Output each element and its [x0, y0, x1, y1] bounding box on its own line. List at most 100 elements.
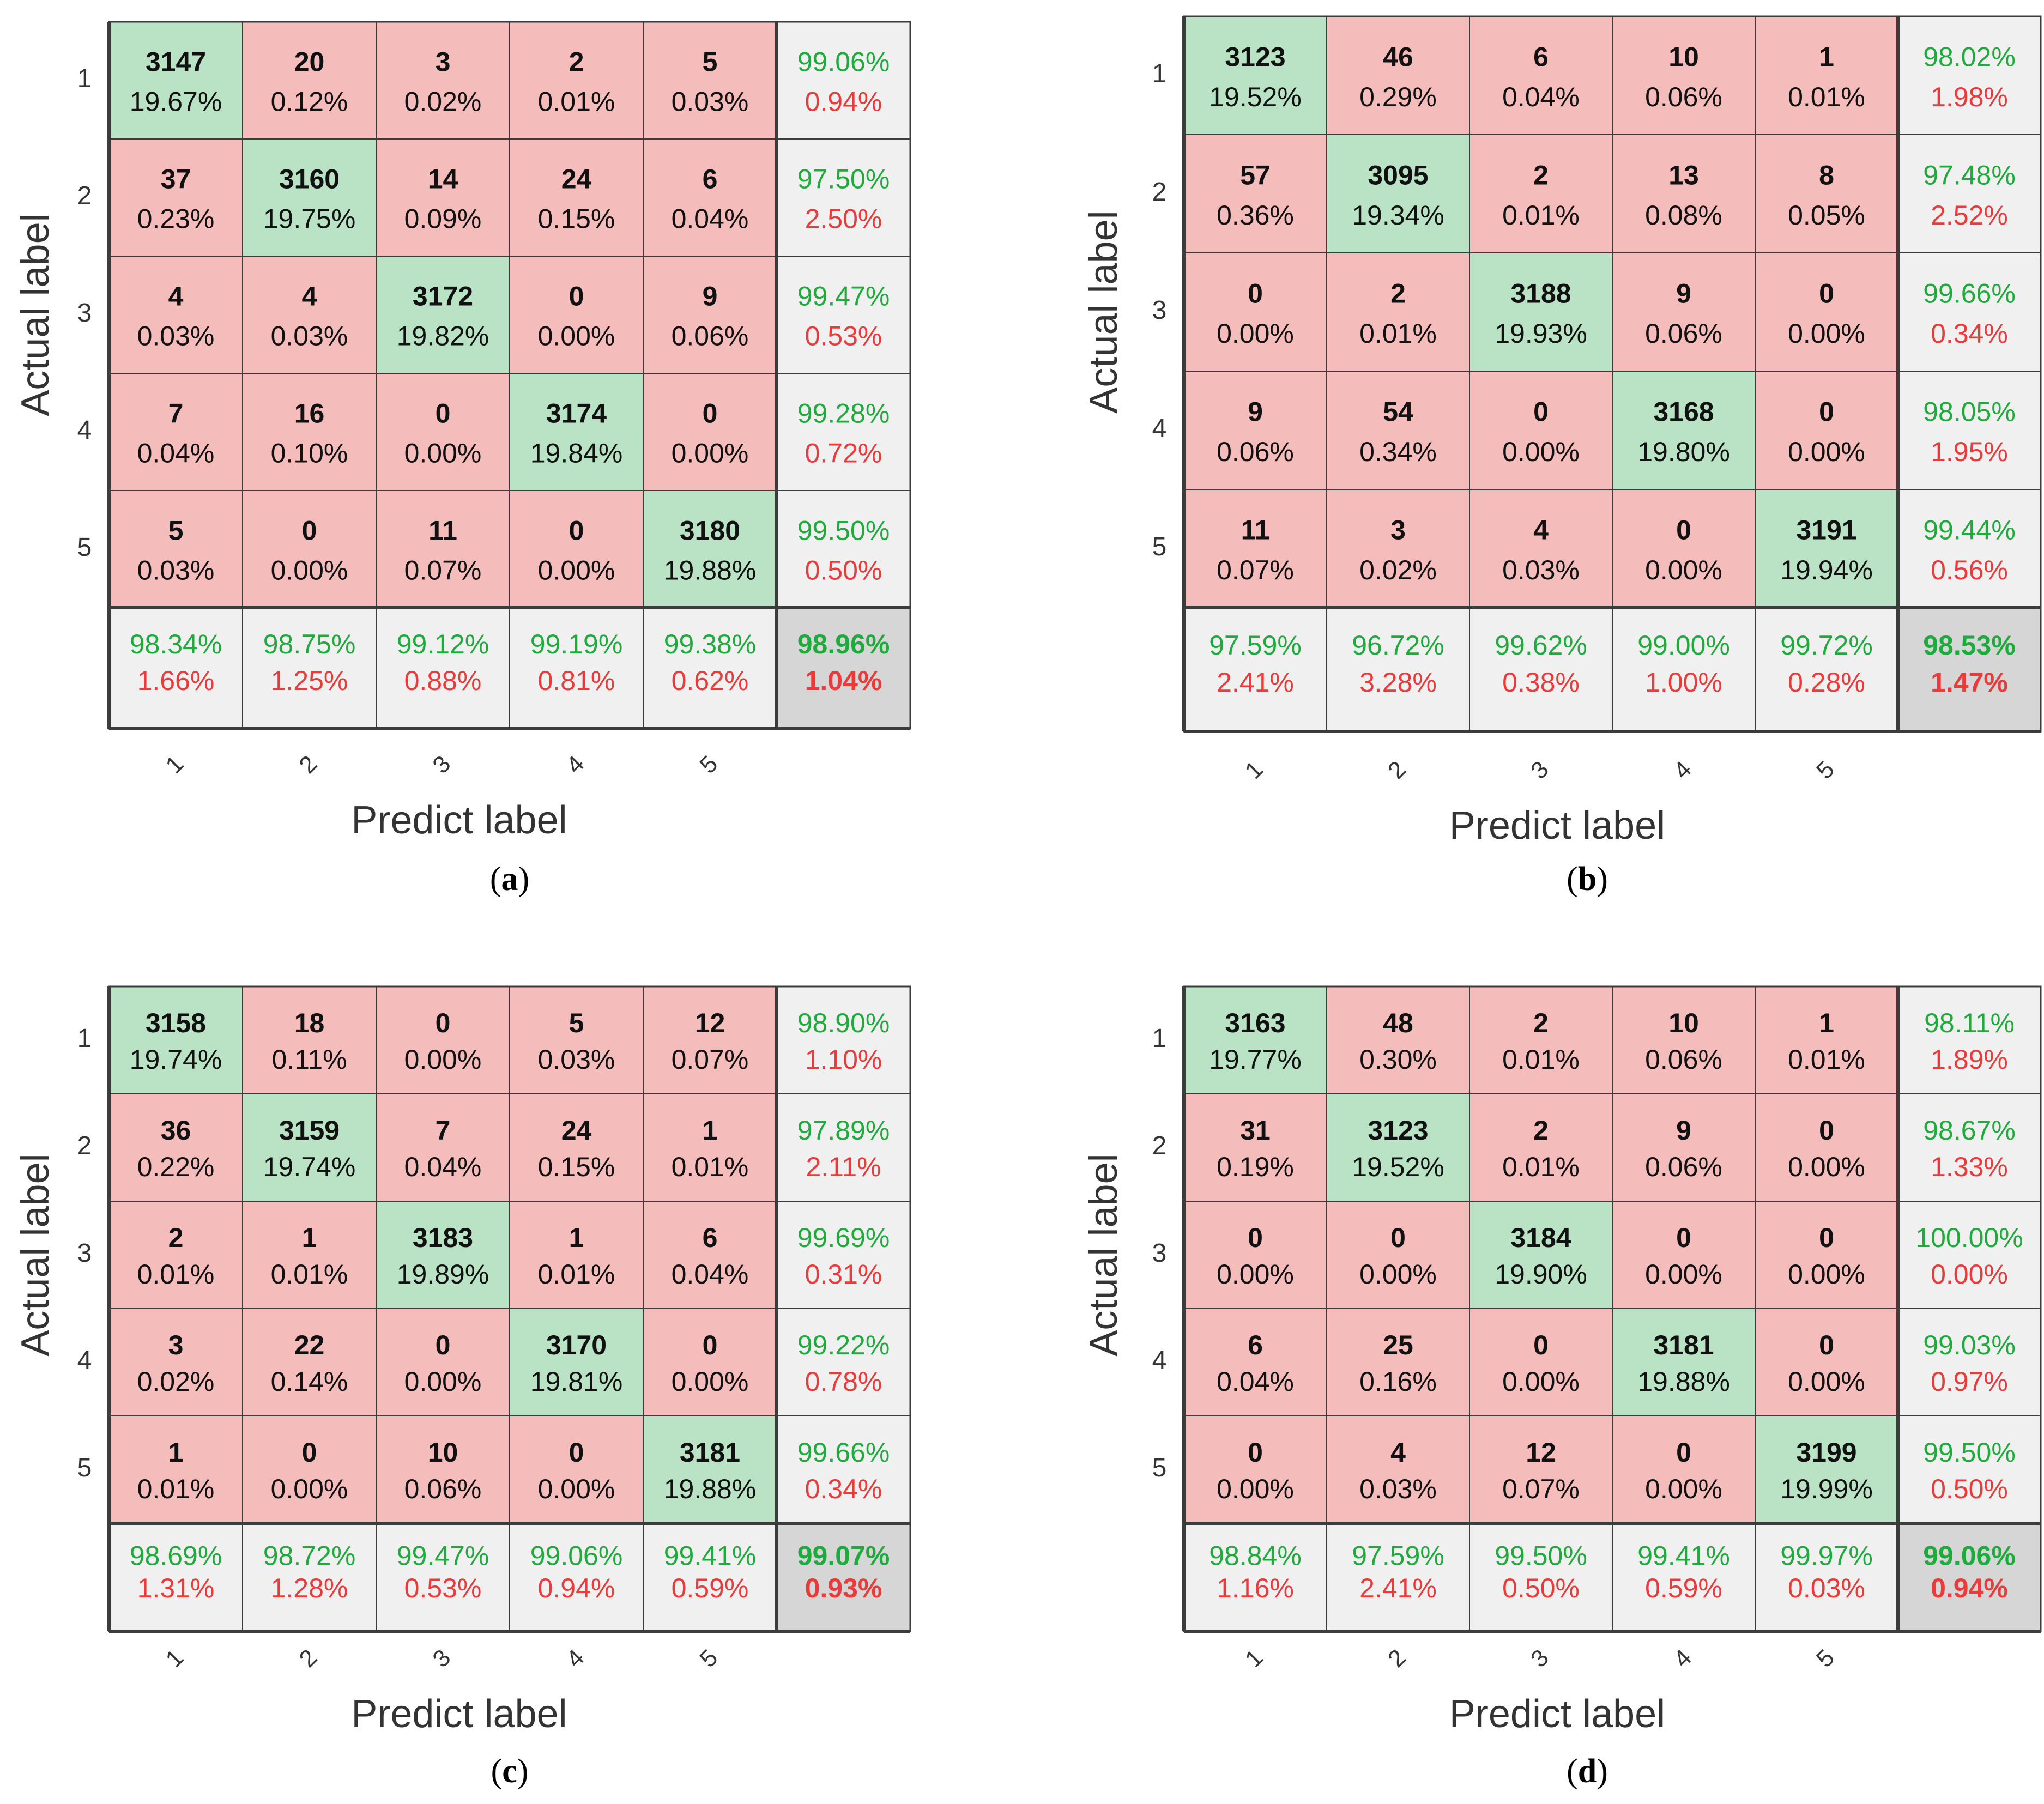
cell-percent: 19.82% [397, 321, 489, 352]
row-summary-error: 2.11% [806, 1152, 881, 1182]
row-summary-error: 0.34% [1931, 318, 2008, 349]
cell-count: 46 [1383, 41, 1413, 72]
row-summary-error: 1.10% [805, 1044, 882, 1075]
cell-count: 36 [161, 1115, 191, 1146]
cell-count: 24 [561, 1115, 592, 1146]
row-summary-correct: 98.02% [1923, 41, 2016, 72]
cell-percent: 0.14% [271, 1366, 348, 1397]
off-diagonal-cell [108, 1093, 243, 1202]
cell-count: 12 [695, 1008, 725, 1038]
cell-count: 3168 [1653, 396, 1714, 427]
caption-letter: c [502, 1753, 517, 1790]
row-summary-cell [776, 986, 911, 1094]
column-summary-error: 1.00% [1645, 667, 1722, 698]
off-diagonal-cell [1469, 1093, 1613, 1202]
cell-percent: 19.34% [1352, 200, 1444, 231]
off-diagonal-cell [643, 256, 777, 374]
cell-count: 0 [436, 398, 451, 429]
row-summary-cell [776, 256, 911, 374]
row-summary-error: 0.53% [805, 321, 882, 352]
off-diagonal-cell [1469, 16, 1613, 135]
off-diagonal-cell [643, 1093, 777, 1202]
cell-count: 13 [1668, 160, 1699, 190]
cell-count: 7 [436, 1115, 451, 1146]
diagonal-cell [1612, 1308, 1756, 1416]
cell-count: 22 [294, 1330, 325, 1360]
cell-percent: 0.03% [538, 1044, 615, 1075]
off-diagonal-cell [108, 1201, 243, 1309]
off-diagonal-cell [509, 21, 644, 140]
column-summary-correct: 98.34% [130, 629, 222, 659]
cell-percent: 19.90% [1495, 1259, 1587, 1290]
cell-percent: 19.84% [530, 438, 623, 469]
cell-percent: 19.99% [1780, 1474, 1873, 1504]
caption-b: (b) [1567, 861, 1608, 898]
row-summary-correct: 97.89% [797, 1115, 890, 1146]
off-diagonal-cell [509, 490, 644, 608]
cell-percent: 0.36% [1217, 200, 1294, 231]
row-summary-error: 0.97% [1931, 1366, 2008, 1397]
row-tick-label: 1 [77, 64, 92, 93]
off-diagonal-cell [1612, 252, 1756, 372]
confusion-matrix-c: 315819.74%180.11%00.00%50.03%120.07%98.9… [14, 985, 911, 1736]
cell-count: 1 [302, 1222, 317, 1253]
row-tick-label: 4 [77, 1346, 92, 1375]
off-diagonal-cell [1755, 1201, 1898, 1309]
row-summary-cell [1897, 1093, 2041, 1202]
cell-count: 16 [294, 398, 325, 429]
row-summary-correct: 99.50% [797, 516, 890, 546]
column-summary-cell [108, 1523, 243, 1632]
off-diagonal-cell [376, 138, 510, 257]
cell-count: 3095 [1368, 160, 1428, 190]
cell-percent: 0.06% [672, 321, 749, 352]
diagonal-cell [242, 138, 377, 257]
cell-percent: 0.04% [1502, 82, 1580, 112]
cell-count: 5 [703, 47, 718, 77]
column-summary-error: 3.28% [1359, 667, 1437, 698]
caption-letter: a [501, 861, 518, 898]
column-summary-cell [1469, 1523, 1613, 1632]
x-axis-label: Predict label [1449, 804, 1665, 847]
column-summary-error: 0.94% [538, 1573, 615, 1603]
cell-count: 9 [1248, 396, 1263, 427]
caption-c: (c) [491, 1753, 529, 1790]
column-summary-error: 0.53% [404, 1573, 482, 1603]
cell-percent: 0.12% [271, 87, 348, 117]
cell-percent: 0.00% [404, 1044, 482, 1075]
panel-c: 3158 19.74% 18 0.11% 0 0.00% 5 0.03% 12 0.07% 98.9… [14, 985, 911, 1736]
cell-percent: 0.01% [538, 87, 615, 117]
cell-percent: 0.00% [1788, 437, 1865, 467]
column-summary-error: 0.59% [1645, 1573, 1722, 1603]
off-diagonal-cell [108, 373, 243, 491]
row-summary-correct: 99.47% [797, 281, 890, 312]
row-summary-correct: 98.67% [1923, 1115, 2016, 1146]
column-summary-error: 0.50% [1502, 1573, 1580, 1603]
off-diagonal-cell [1326, 371, 1470, 490]
cell-percent: 0.04% [137, 438, 215, 469]
cell-count: 1 [703, 1115, 718, 1146]
row-summary-error: 0.94% [805, 87, 882, 117]
diagonal-cell [1326, 1093, 1470, 1202]
cell-count: 0 [1676, 1437, 1691, 1468]
cell-count: 3 [436, 47, 451, 77]
column-summary-correct: 99.41% [664, 1541, 757, 1571]
cell-percent: 0.04% [404, 1152, 482, 1182]
row-tick-label: 1 [1152, 59, 1167, 88]
cell-percent: 0.00% [672, 1366, 749, 1397]
column-summary-cell [1755, 1523, 1898, 1632]
cell-count: 2 [1533, 1115, 1549, 1146]
cell-percent: 0.00% [1502, 1366, 1580, 1397]
overall-error: 0.94% [1931, 1573, 2008, 1603]
cell-count: 10 [428, 1437, 458, 1468]
cell-percent: 0.22% [137, 1152, 215, 1182]
cell-percent: 0.00% [1645, 1259, 1722, 1290]
caption-letter: b [1577, 861, 1597, 898]
diagonal-cell [1612, 371, 1756, 490]
off-diagonal-cell [1755, 1093, 1898, 1202]
cell-percent: 0.00% [1788, 318, 1865, 349]
cell-count: 0 [436, 1330, 451, 1360]
cell-count: 3172 [413, 281, 473, 312]
cell-percent: 0.00% [1502, 437, 1580, 467]
confusion-matrix-b: 312319.52%460.29%60.04%100.06%10.01%98.0… [1082, 15, 2042, 847]
